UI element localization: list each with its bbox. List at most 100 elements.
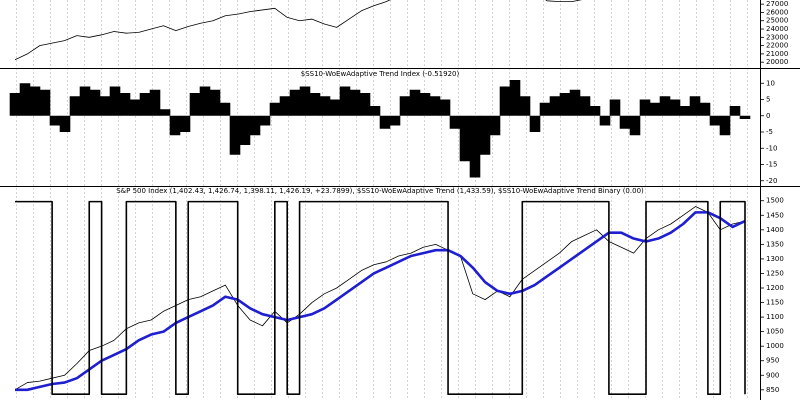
bar <box>159 109 171 116</box>
binary-line <box>15 200 746 396</box>
bar <box>319 96 331 116</box>
bar <box>689 96 701 116</box>
bar <box>559 93 571 116</box>
y-tick-label: 0 <box>766 112 770 120</box>
bar <box>289 89 301 116</box>
bar <box>599 115 611 126</box>
bar <box>169 115 181 136</box>
y-tick-label: -15 <box>766 161 777 169</box>
y-tick-label: 1150 <box>766 299 784 307</box>
y-tick-label: 25000 <box>766 17 788 25</box>
bar <box>589 106 601 116</box>
bar <box>279 96 291 116</box>
bar <box>389 115 401 126</box>
bar <box>19 83 31 116</box>
bar <box>239 115 251 145</box>
bar <box>149 89 161 116</box>
y-tick-label: 850 <box>766 386 779 394</box>
y-tick-label: 26000 <box>766 8 788 16</box>
bar <box>639 99 651 116</box>
bar <box>449 115 461 129</box>
y-tick-label: 900 <box>766 371 779 379</box>
y-tick-label: 10 <box>766 79 775 87</box>
bar <box>569 89 581 116</box>
bar <box>369 106 381 116</box>
bar <box>669 99 681 116</box>
series-line <box>14 0 583 61</box>
bar <box>489 115 501 136</box>
y-tick-label: 20000 <box>766 58 788 66</box>
bar <box>419 93 431 116</box>
bar <box>229 115 241 155</box>
panel-title: S&P 500 Index (1,402.43, 1,426.74, 1,398… <box>116 187 644 195</box>
bar <box>549 96 561 116</box>
bar <box>79 86 91 116</box>
bar <box>719 115 731 136</box>
bar <box>209 89 221 116</box>
bar <box>739 115 751 119</box>
y-tick-label: -5 <box>766 128 773 136</box>
y-tick-label: 23000 <box>766 33 788 41</box>
y-tick-label: 1250 <box>766 269 784 277</box>
bar <box>219 102 231 116</box>
bar <box>649 102 661 116</box>
bar <box>359 93 371 116</box>
bar <box>99 96 111 116</box>
bar <box>309 93 321 116</box>
y-tick-label: 5 <box>766 96 770 104</box>
bar <box>709 115 721 126</box>
bar <box>629 115 641 136</box>
y-tick-label: 1100 <box>766 313 784 321</box>
y-tick-label: 21000 <box>766 50 788 58</box>
bar <box>139 93 151 116</box>
bar <box>429 96 441 116</box>
bar <box>499 86 511 116</box>
y-tick-label: 1000 <box>766 342 784 350</box>
panel <box>9 80 751 178</box>
bar <box>69 96 81 116</box>
y-tick-label: 1050 <box>766 328 784 336</box>
bar <box>129 99 141 116</box>
bar <box>469 115 481 178</box>
bar <box>89 89 101 116</box>
y-tick-label: 1450 <box>766 211 784 219</box>
bar <box>529 115 541 132</box>
y-tick-label: 22000 <box>766 42 788 50</box>
y-tick-label: 1350 <box>766 240 784 248</box>
y-tick-label: 24000 <box>766 25 788 33</box>
y-tick-label: 1500 <box>766 197 784 205</box>
bar <box>399 96 411 116</box>
bar <box>439 99 451 116</box>
y-tick-label: -20 <box>766 177 777 185</box>
bar <box>699 102 711 116</box>
bar <box>409 89 421 116</box>
bar <box>249 115 261 136</box>
bar <box>299 86 311 116</box>
bar <box>59 115 71 132</box>
y-tick-label: 1300 <box>766 255 784 263</box>
bar <box>9 93 21 116</box>
panel-title: $SS10-WoEwAdaptive Trend Index (-0.51920… <box>301 70 460 78</box>
bar <box>579 96 591 116</box>
bar <box>609 99 621 116</box>
bar <box>109 86 121 116</box>
bar <box>379 115 391 129</box>
bar <box>459 115 471 162</box>
bar <box>269 102 281 116</box>
bar <box>539 102 551 116</box>
bar <box>679 106 691 116</box>
bar <box>339 86 351 116</box>
series-line <box>15 211 746 392</box>
y-tick-label: 27000 <box>766 0 788 8</box>
panel <box>14 0 583 61</box>
bar <box>179 115 191 132</box>
bar <box>29 86 41 116</box>
bar <box>329 99 341 116</box>
bar <box>349 89 361 116</box>
bar <box>189 93 201 116</box>
bar <box>119 93 131 116</box>
bar <box>509 80 521 116</box>
bar <box>619 115 631 129</box>
bar <box>659 96 671 116</box>
